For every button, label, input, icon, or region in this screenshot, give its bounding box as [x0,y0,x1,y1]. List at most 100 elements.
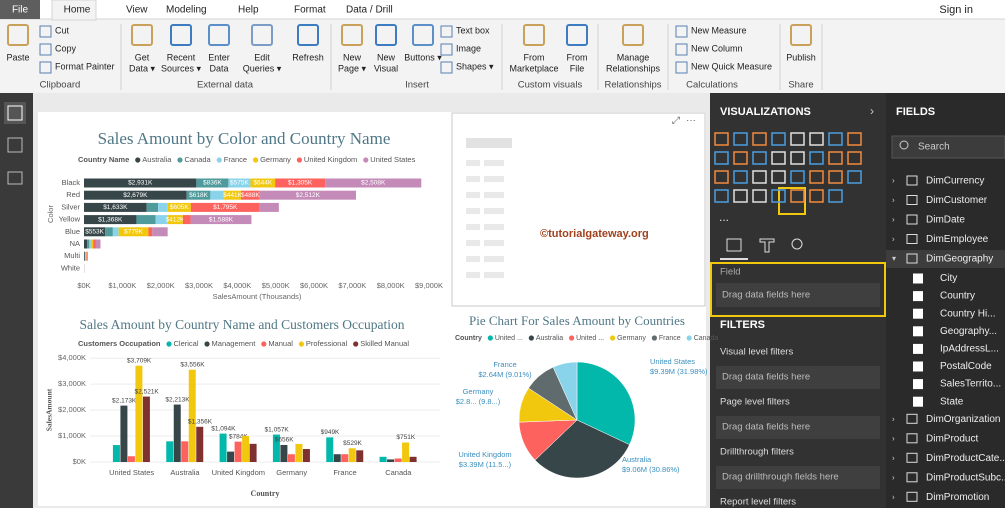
visual-type-icon[interactable] [847,132,862,146]
bar-segment[interactable] [86,251,88,261]
drop-zone[interactable] [716,283,880,307]
visual-type-icon[interactable] [828,151,843,165]
legend-label[interactable]: Skilled Manual [360,339,409,348]
table-name[interactable]: DimCurrency [926,176,984,187]
ribbon-button-label[interactable]: From [524,52,545,62]
bar-segment[interactable] [84,239,88,249]
legend-label[interactable]: Manual [268,339,293,348]
field-name[interactable]: Geography... [940,326,997,337]
field-name[interactable]: State [940,396,964,407]
ribbon-small-icon[interactable] [675,43,688,56]
field-name[interactable]: City [940,273,957,284]
ribbon-button-label[interactable]: Get [135,52,150,62]
ribbon-button-label[interactable]: Sources ▾ [161,63,202,73]
field-checkbox[interactable] [913,291,923,302]
legend-label[interactable]: France [659,335,681,342]
bar-segment[interactable] [84,202,147,212]
expand-arrow[interactable]: › [892,215,895,224]
bar[interactable] [227,451,235,462]
focus-mode-icon[interactable]: ⤢ [672,116,680,127]
bar[interactable] [409,456,417,462]
visual-type-icon[interactable] [771,170,786,184]
visual-type-icon[interactable] [828,132,843,146]
field-checkbox[interactable] [913,379,923,390]
bar-segment[interactable] [85,251,87,261]
visual-type-icon[interactable] [809,132,824,146]
bar-segment[interactable] [250,178,276,188]
table-name[interactable]: DimCustomer [926,195,988,206]
field-checkbox[interactable] [913,273,923,284]
ribbon-tab[interactable]: Modeling [166,5,207,16]
bar-segment[interactable] [259,190,356,200]
legend-label[interactable]: United Kingdom [304,155,357,164]
bar[interactable] [196,426,204,462]
bar-segment[interactable] [84,178,197,188]
expand-arrow[interactable]: › [892,434,895,443]
bar-segment[interactable] [87,239,90,249]
bar[interactable] [387,459,395,462]
ribbon-small-icon[interactable] [39,61,52,74]
visual-type-icon[interactable] [714,189,729,203]
bar-segment[interactable] [90,239,94,249]
table-name[interactable]: DimDate [926,215,965,226]
visual-type-icon[interactable] [714,170,729,184]
table-name[interactable]: DimProductCate... [926,453,1005,464]
field-name[interactable]: Country [940,291,975,302]
drop-zone[interactable] [716,366,880,389]
bar[interactable] [379,456,387,462]
pie-slice[interactable] [576,361,636,446]
fields-tab-icon[interactable] [726,238,742,252]
ribbon-small-icon[interactable] [39,25,52,38]
bar[interactable] [142,396,150,462]
drop-zone[interactable] [716,416,880,439]
bar-segment[interactable] [148,227,153,237]
more-options-icon[interactable]: ⋯ [686,116,696,127]
visual-type-icon[interactable] [790,132,805,146]
visual-type-icon[interactable] [733,170,748,184]
visual-type-icon[interactable] [790,170,805,184]
legend-label[interactable]: United ... [495,335,523,342]
field-checkbox[interactable] [913,396,923,407]
expand-arrow[interactable]: › [892,473,895,482]
ribbon-small-icon[interactable] [39,43,52,56]
ribbon-button-icon[interactable] [170,24,192,46]
expand-arrow[interactable]: › [892,492,895,501]
ribbon-button-label[interactable]: Data [209,63,228,73]
table-name[interactable]: DimPromotion [926,492,989,503]
legend-label[interactable]: Management [212,339,257,348]
ribbon-tab[interactable]: Help [238,5,259,16]
field-name[interactable]: SalesTerrito... [940,379,1001,390]
ribbon-button-label[interactable]: Manage [617,52,650,62]
drop-zone[interactable] [716,466,880,489]
bar-segment[interactable] [84,251,86,261]
bar[interactable] [295,443,303,462]
visual-type-icon[interactable] [790,189,805,203]
ribbon-small-label[interactable]: New Measure [691,25,747,35]
bar[interactable] [173,404,181,462]
visual-type-icon[interactable] [828,170,843,184]
bar-segment[interactable] [228,178,251,188]
more-visuals[interactable]: ... [719,210,729,224]
bar[interactable] [181,441,189,462]
pie-slice[interactable] [552,361,578,421]
ribbon-button-icon[interactable] [566,24,588,46]
ribbon-tab[interactable]: Data / Drill [346,5,393,16]
legend-label[interactable]: United ... [576,335,604,342]
visual-type-icon[interactable] [714,151,729,165]
ribbon-button-icon[interactable] [341,24,363,46]
bar[interactable] [280,444,288,462]
visual-type-icon[interactable] [752,189,767,203]
data-view-icon[interactable] [7,137,23,153]
visual-type-icon[interactable] [771,189,786,203]
bar-segment[interactable] [190,215,252,225]
bar[interactable] [166,441,174,462]
ribbon-button-label[interactable]: Refresh [292,52,324,62]
ribbon-small-label[interactable]: Shapes ▾ [456,61,494,71]
bar-segment[interactable] [240,190,260,200]
bar-segment[interactable] [146,202,159,212]
ribbon-button-icon[interactable] [375,24,397,46]
bar[interactable] [402,442,410,462]
bar-segment[interactable] [84,190,187,200]
visual-type-icon[interactable] [733,189,748,203]
legend-label[interactable]: Germany [260,155,291,164]
